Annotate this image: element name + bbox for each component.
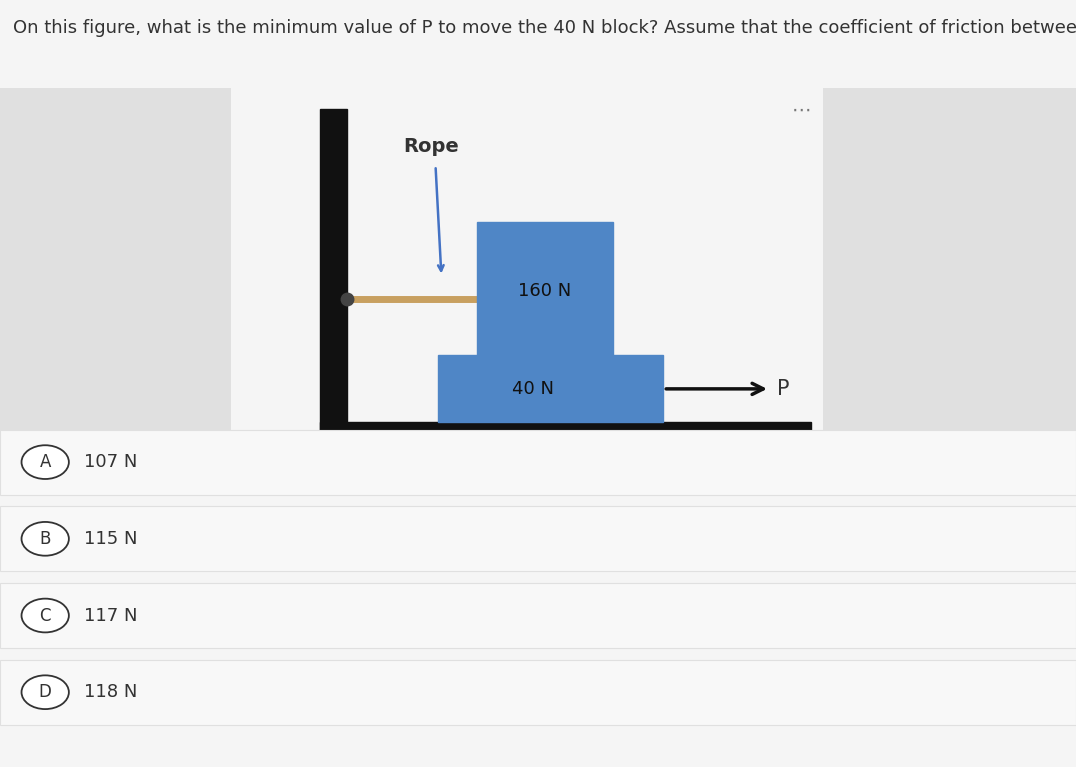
Text: 115 N: 115 N [84, 530, 138, 548]
Text: 107 N: 107 N [84, 453, 138, 471]
Text: B: B [40, 530, 51, 548]
Text: P: P [777, 379, 790, 399]
Bar [321, 423, 811, 437]
Text: Rope: Rope [402, 137, 458, 156]
Text: 160 N: 160 N [519, 282, 571, 301]
Text: A: A [40, 453, 51, 471]
Text: 117 N: 117 N [84, 607, 138, 624]
Bar [477, 222, 613, 355]
Text: On this figure, what is the minimum value of P to move the 40 N block? Assume th: On this figure, what is the minimum valu… [13, 19, 1076, 37]
Bar [439, 355, 663, 423]
Text: D: D [39, 683, 52, 701]
Text: ⋯: ⋯ [792, 100, 811, 120]
Bar [321, 109, 346, 437]
Text: 118 N: 118 N [84, 683, 138, 701]
Text: C: C [40, 607, 51, 624]
Text: 40 N: 40 N [512, 380, 554, 398]
